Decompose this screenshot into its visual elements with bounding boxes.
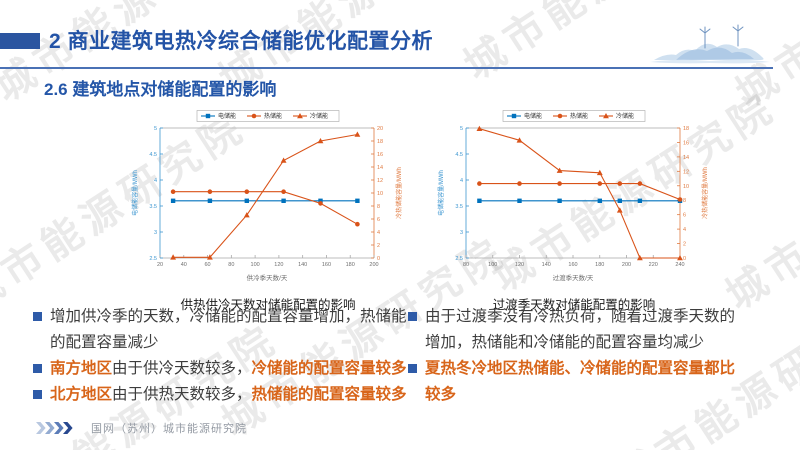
svg-text:3.5: 3.5 [149,204,157,210]
svg-text:80: 80 [228,262,234,268]
svg-text:10: 10 [377,191,383,197]
svg-text:冷储能: 冷储能 [616,112,634,120]
svg-text:240: 240 [675,262,684,268]
insight-item: 北方地区由于供热天数较多，热储能的配置容量较多 [33,382,409,408]
svg-text:3: 3 [154,230,157,236]
svg-text:120: 120 [515,262,524,268]
svg-text:14: 14 [377,165,383,171]
chart-cooling-days: 20 40 60 80 100 120 140 160 180 200 2.5 3 3.5 4 4.5 5 0 2… [128,108,408,313]
svg-text:2: 2 [683,242,686,248]
svg-text:140: 140 [298,262,307,268]
svg-text:12: 12 [377,178,383,184]
organization-name: 国网（苏州）城市能源研究院 [91,423,247,435]
svg-text:14: 14 [683,155,689,161]
svg-text:180: 180 [595,262,604,268]
svg-text:18: 18 [683,126,689,132]
title-accent-bar [0,33,40,49]
svg-text:4: 4 [154,178,157,184]
svg-text:电储能: 电储能 [218,112,236,120]
chart-cooling-days-plot: 20 40 60 80 100 120 140 160 180 200 2.5 3 3.5 4 4.5 5 0 2… [128,108,408,293]
insights-right: 由于过渡季没有冷热负荷，随着过渡季天数的增加，热储能和冷储能的配置容量均减少 夏热… [408,304,738,408]
svg-text:60: 60 [204,262,210,268]
svg-text:0: 0 [377,256,380,262]
svg-text:供冷季天数/天: 供冷季天数/天 [247,273,288,282]
header-divider [0,67,773,69]
insight-item: 夏热冬冷地区热储能、冷储能的配置容量都比较多 [408,356,738,408]
chart-caption: 供热供冷天数对储能配置的影响 [180,298,356,312]
svg-text:20: 20 [157,262,163,268]
svg-text:120: 120 [274,262,283,268]
svg-text:冷储能: 冷储能 [310,112,328,120]
mountain-landscape-decoration [650,24,770,64]
svg-text:电储能: 电储能 [524,112,542,120]
svg-text:5: 5 [460,126,463,132]
svg-text:0: 0 [683,256,686,262]
svg-text:6: 6 [377,217,380,223]
svg-text:16: 16 [377,152,383,158]
svg-text:100: 100 [488,262,497,268]
insight-item: 由于过渡季没有冷热负荷，随着过渡季天数的增加，热储能和冷储能的配置容量均减少 [408,304,738,356]
insights-left: 增加供冷季的天数，冷储能的配置容量增加，热储能的配置容量减少 南方地区由于供冷天数… [33,304,409,408]
svg-text:200: 200 [622,262,631,268]
svg-text:电储能容量/MWh: 电储能容量/MWh [437,170,445,216]
svg-text:过渡季天数/天: 过渡季天数/天 [553,273,594,282]
svg-text:4.5: 4.5 [149,152,157,158]
insight-item: 南方地区由于供冷天数较多，冷储能的配置容量较多 [33,356,409,382]
svg-text:4: 4 [460,178,463,184]
svg-text:6: 6 [683,213,686,219]
svg-text:18: 18 [377,139,383,145]
svg-text:3.5: 3.5 [455,204,463,210]
svg-text:5: 5 [154,126,157,132]
svg-text:12: 12 [683,169,689,175]
wind-turbine-icon [699,24,744,49]
svg-text:220: 220 [649,262,658,268]
svg-text:16: 16 [683,140,689,146]
svg-text:电储能容量/MWh: 电储能容量/MWh [131,170,139,216]
chart-caption: 过渡季天数对储能配置的影响 [492,298,656,312]
svg-text:140: 140 [542,262,551,268]
svg-text:8: 8 [683,198,686,204]
page-title: 2 商业建筑电热冷综合储能优化配置分析 [49,30,434,53]
svg-text:100: 100 [251,262,260,268]
svg-text:3: 3 [460,230,463,236]
svg-text:180: 180 [346,262,355,268]
svg-text:2: 2 [377,243,380,249]
svg-text:8: 8 [377,204,380,210]
svg-text:160: 160 [322,262,331,268]
svg-text:热储能: 热储能 [570,112,588,120]
svg-text:热储能: 热储能 [264,112,282,120]
svg-text:4: 4 [377,230,380,236]
svg-text:200: 200 [369,262,378,268]
svg-text:冷热储能容量/MWh: 冷热储能容量/MWh [701,167,709,219]
svg-text:10: 10 [683,184,689,190]
svg-text:4.5: 4.5 [455,152,463,158]
chart-transition-days-plot: 80 100 120 140 160 180 200 220 240 2.5 3 3.5 4 4.5 5 0 2… [434,108,714,293]
chevrons-icon [36,422,73,434]
section-subtitle: 2.6 建筑地点对储能配置的影响 [44,80,277,99]
slide-footer: 国网（苏州）城市能源研究院 [36,420,247,436]
insight-item: 增加供冷季的天数，冷储能的配置容量增加，热储能的配置容量减少 [33,304,409,356]
svg-text:20: 20 [377,126,383,132]
svg-text:2.5: 2.5 [455,256,463,262]
svg-text:冷热储能容量/MWh: 冷热储能容量/MWh [395,167,403,219]
chart-transition-days: 80 100 120 140 160 180 200 220 240 2.5 3 3.5 4 4.5 5 0 2… [434,108,714,313]
svg-text:80: 80 [463,262,469,268]
svg-text:40: 40 [181,262,187,268]
svg-text:2.5: 2.5 [149,256,157,262]
svg-text:4: 4 [683,227,686,233]
svg-text:160: 160 [568,262,577,268]
